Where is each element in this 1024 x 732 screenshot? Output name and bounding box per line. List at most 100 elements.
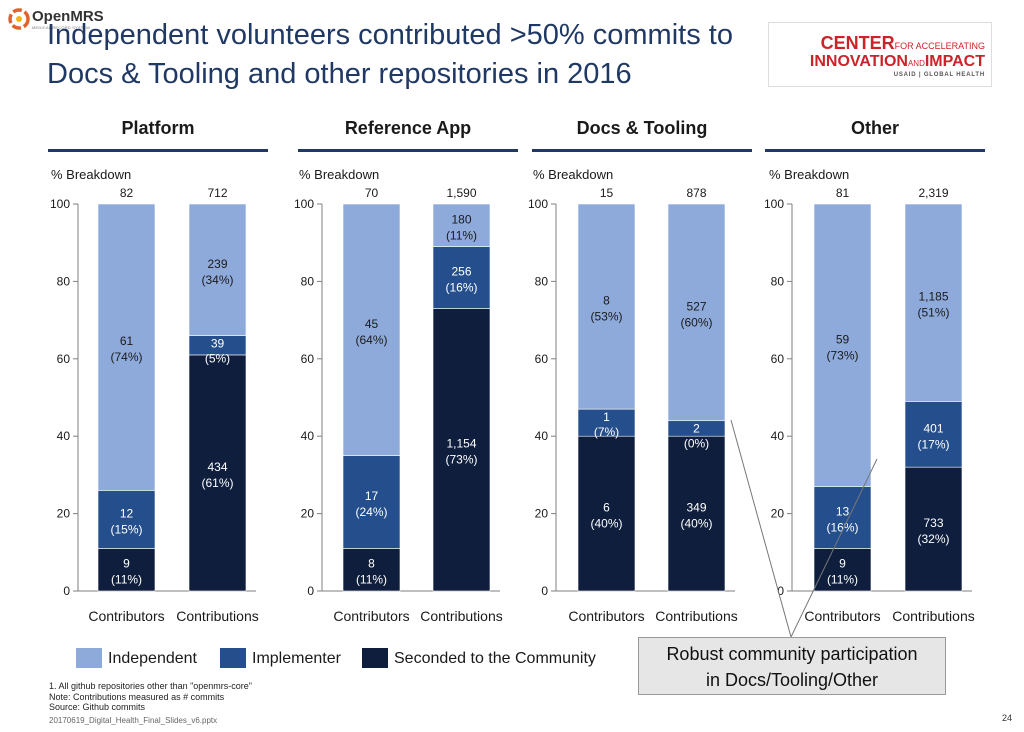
slide-title-line2: Docs & Tooling and other repositories in… (47, 58, 632, 90)
slide-title-line1: Independent volunteers contributed >50% … (47, 19, 733, 51)
other-contributions-implementer-pct-label: (17%) (917, 437, 949, 451)
reference-app-contributors-category-label: Contributors (333, 608, 409, 624)
cafii-impact: IMPACT (924, 53, 985, 70)
platform-y-tick-label-40: 40 (57, 429, 71, 443)
footnotes: 1. All github repositories other than "o… (49, 681, 252, 713)
cafii-logo: CENTERFOR ACCELERATING INNOVATIONANDIMPA… (768, 22, 992, 87)
openmrs-logo-tagline: MEDICAL RECORD SYSTEM (32, 25, 90, 30)
reference-app-bar-contributors-seconded (342, 548, 401, 592)
footnote-2: Note: Contributions measured as # commit… (49, 691, 225, 702)
reference-app-bar-contributors-independent (342, 203, 401, 456)
legend-swatch-independent (76, 648, 102, 668)
platform-ylabel: % Breakdown (51, 167, 131, 182)
reference-app-contributions-seconded-value-label: 1,154 (446, 437, 476, 451)
panel-title-reference-app: Reference App (344, 118, 472, 138)
reference-app-ylabel: % Breakdown (299, 167, 379, 182)
other-contributors-total: 81 (836, 186, 850, 200)
other-contributions-seconded-pct-label: (32%) (917, 532, 949, 546)
reference-app-contributions-seconded-pct-label: (73%) (445, 453, 477, 467)
other-ylabel: % Breakdown (769, 167, 849, 182)
platform-bar-contributors-seconded (97, 548, 156, 592)
reference-app-contributors-implementer-value-label: 17 (365, 489, 379, 503)
other-y-tick-label-80: 80 (771, 274, 785, 288)
reference-app-y-tick-label-60: 60 (301, 352, 315, 366)
reference-app-y-tick-label-100: 100 (294, 197, 314, 211)
docs-tooling-contributors-total: 15 (600, 186, 614, 200)
reference-app-contributions-independent-value-label: 180 (451, 212, 471, 226)
other-bar-contributions-independent (904, 203, 963, 402)
docs-tooling-contributions-total: 878 (686, 186, 706, 200)
panel-title-other: Other (850, 118, 899, 138)
docs-tooling-bar-contributors-seconded (577, 435, 636, 592)
legend-swatch-seconded (362, 648, 388, 668)
cafii-and: AND (907, 59, 925, 68)
docs-tooling-contributions-implementer-pct-label: (0%) (684, 437, 709, 451)
platform-contributors-independent-value-label: 61 (120, 334, 134, 348)
reference-app-contributors-seconded-value-label: 8 (368, 557, 375, 571)
other-contributions-total: 2,319 (918, 186, 948, 200)
cafii-center: CENTER (820, 33, 895, 53)
platform-contributions-independent-value-label: 239 (207, 257, 227, 271)
platform-contributors-category-label: Contributors (88, 608, 164, 624)
other-contributors-seconded-pct-label: (11%) (827, 573, 858, 587)
docs-tooling-contributors-seconded-value-label: 6 (603, 501, 610, 515)
other-bar-contributions-implementer (904, 401, 963, 468)
platform-contributions-implementer-pct-label: (5%) (205, 352, 230, 366)
reference-app-y-tick-label-80: 80 (301, 274, 315, 288)
platform-contributions-implementer-value-label: 39 (211, 337, 225, 351)
other-y-tick-label-20: 20 (771, 507, 785, 521)
callout-box: Robust community participation in Docs/T… (638, 637, 946, 695)
platform-contributions-seconded-value-label: 434 (207, 460, 227, 474)
reference-app-contributors-implementer-pct-label: (24%) (355, 505, 387, 519)
other-contributions-independent-pct-label: (51%) (917, 306, 949, 320)
reference-app-bar-contributions-seconded (432, 308, 491, 592)
platform-contributors-seconded-pct-label: (11%) (111, 573, 142, 587)
openmrs-logo-name: OpenMRS (32, 8, 104, 25)
docs-tooling-contributors-independent-value-label: 8 (603, 294, 610, 308)
reference-app-contributors-independent-value-label: 45 (365, 317, 379, 331)
page-number: 24 (1001, 713, 1012, 723)
panel-rule-docs-tooling (532, 149, 752, 152)
docs-tooling-ylabel: % Breakdown (533, 167, 613, 182)
docs-tooling-contributions-implementer-value-label: 2 (693, 422, 700, 436)
cafii-for-accelerating: FOR ACCELERATING (894, 41, 985, 51)
platform-contributors-total: 82 (120, 186, 134, 200)
reference-app-bar-contributions-implementer (432, 246, 491, 309)
docs-tooling-y-tick-label-40: 40 (535, 429, 549, 443)
docs-tooling-contributors-independent-pct-label: (53%) (590, 310, 622, 324)
reference-app-bar-contributions-independent (432, 203, 491, 247)
docs-tooling-contributors-implementer-pct-label: (7%) (594, 425, 619, 439)
callout-connector-docs (730, 419, 792, 638)
platform-contributors-seconded-value-label: 9 (123, 557, 130, 571)
other-contributors-implementer-value-label: 13 (836, 504, 850, 518)
panel-rule-reference-app (298, 149, 518, 152)
panel-rule-other (765, 149, 985, 152)
reference-app-contributors-seconded-pct-label: (11%) (356, 573, 387, 587)
other-bar-contributors-independent (813, 203, 872, 487)
docs-tooling-contributions-independent-value-label: 527 (686, 299, 706, 313)
cafii-innovation: INNOVATION (809, 53, 908, 70)
platform-y-tick-label-100: 100 (50, 197, 70, 211)
reference-app-contributions-implementer-value-label: 256 (451, 265, 471, 279)
file-name: 20170619_Digital_Health_Final_Slides_v6.… (49, 716, 218, 725)
docs-tooling-contributions-independent-pct-label: (60%) (680, 315, 712, 329)
platform-contributors-implementer-pct-label: (15%) (110, 522, 142, 536)
openmrs-logo-icon (8, 8, 30, 30)
other-contributions-independent-value-label: 1,185 (918, 290, 948, 304)
other-y-tick-label-60: 60 (771, 352, 785, 366)
platform-y-tick-label-0: 0 (63, 584, 70, 598)
callout-line2: in Docs/Tooling/Other (705, 670, 879, 690)
docs-tooling-y-tick-label-20: 20 (535, 507, 549, 521)
docs-tooling-bar-contributors-implementer (577, 408, 636, 437)
panel-title-docs-tooling: Docs & Tooling (576, 118, 708, 138)
legend-label-seconded: Seconded to the Community (394, 650, 596, 667)
docs-tooling-contributors-seconded-pct-label: (40%) (590, 517, 622, 531)
legend-label-implementer: Implementer (252, 650, 341, 667)
platform-y-tick-label-80: 80 (57, 274, 71, 288)
platform-y-tick-label-60: 60 (57, 352, 71, 366)
other-bar-contributions-seconded (904, 466, 963, 592)
panel-title-platform: Platform (121, 118, 195, 138)
callout-line1: Robust community participation (666, 644, 918, 664)
other-contributions-implementer-value-label: 401 (923, 421, 943, 435)
footnote-1: 1. All github repositories other than "o… (49, 681, 252, 691)
